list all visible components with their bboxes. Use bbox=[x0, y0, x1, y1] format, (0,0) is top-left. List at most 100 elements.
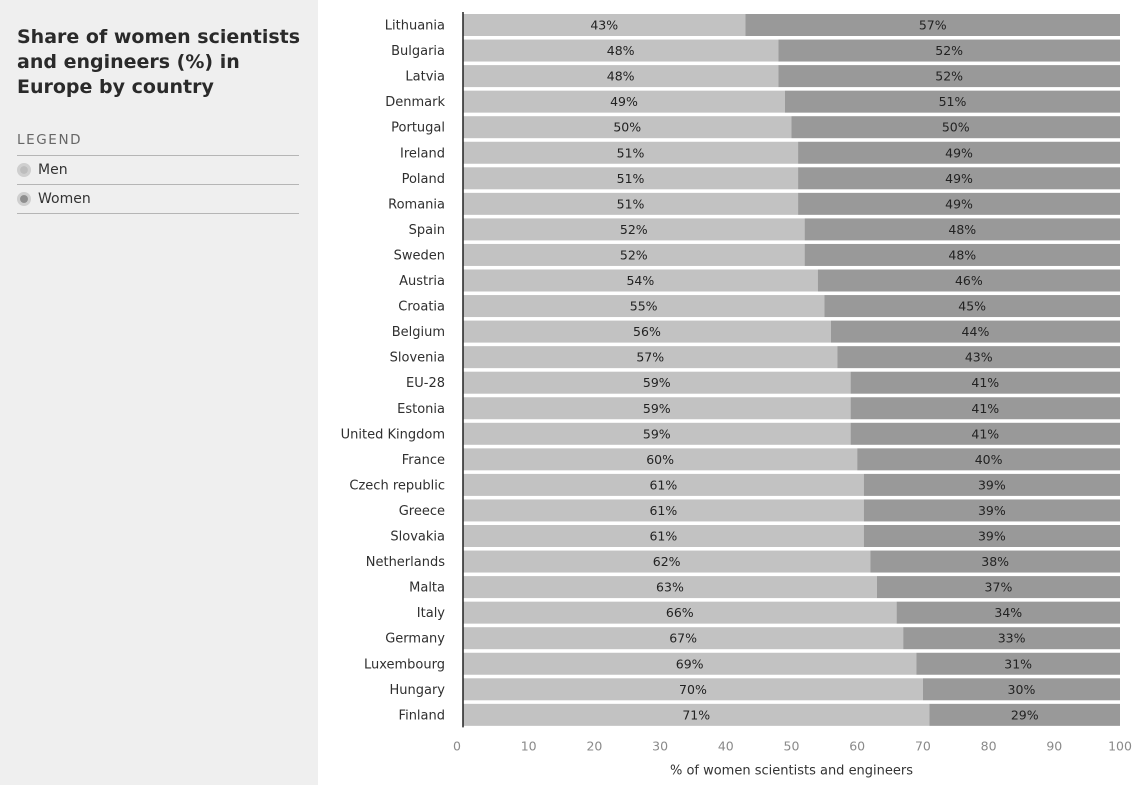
category-label-italy: Italy bbox=[417, 606, 446, 621]
data-label-women-ireland: 49% bbox=[945, 145, 973, 160]
data-label-women-lithuania: 57% bbox=[919, 18, 947, 33]
data-label-men-denmark: 49% bbox=[610, 94, 638, 109]
legend-item-women[interactable]: Women bbox=[17, 185, 299, 213]
bar-men-latvia bbox=[463, 65, 779, 88]
x-tick-label: 100 bbox=[1108, 738, 1132, 753]
category-label-malta: Malta bbox=[409, 581, 445, 596]
category-label-denmark: Denmark bbox=[385, 95, 445, 110]
data-label-women-bulgaria: 52% bbox=[935, 43, 963, 58]
bar-men-finland bbox=[463, 703, 930, 726]
x-tick-label: 10 bbox=[521, 738, 537, 753]
data-label-women-malta: 37% bbox=[985, 580, 1013, 595]
bar-women-spain bbox=[804, 218, 1120, 241]
category-label-greece: Greece bbox=[399, 504, 445, 519]
category-labels: Lithuania Bulgaria Latvia Denmark Portugal Ir… bbox=[341, 19, 446, 724]
data-label-men-belgium: 56% bbox=[633, 324, 661, 339]
bar-women-netherlands bbox=[870, 550, 1120, 573]
bar-men-ireland bbox=[463, 141, 799, 164]
category-label-spain: Spain bbox=[409, 223, 445, 238]
bar-women-lithuania bbox=[745, 14, 1120, 36]
radio-circle-icon bbox=[17, 192, 31, 206]
bar-women-slovenia bbox=[837, 346, 1120, 369]
bar-women-greece bbox=[863, 499, 1120, 522]
category-label-netherlands: Netherlands bbox=[366, 555, 445, 570]
legend-heading: LEGEND bbox=[17, 132, 83, 148]
bar-women-romania bbox=[798, 192, 1120, 215]
category-label-slovenia: Slovenia bbox=[390, 351, 445, 366]
bar-men-romania bbox=[463, 192, 799, 215]
data-label-women-poland: 49% bbox=[945, 171, 973, 186]
category-label-hungary: Hungary bbox=[389, 683, 445, 698]
bar-men-germany bbox=[463, 627, 904, 650]
bar-men-malta bbox=[463, 576, 877, 599]
bars-group: 43% 57% 48% 52% 48% 52% 49% 51% 50% 50% 51% 49% 51% 4… bbox=[463, 14, 1120, 726]
bar-chart: 43% 57% 48% 52% 48% 52% 49% 51% 50% 50% 51% 49% 51% 4… bbox=[341, 12, 1132, 778]
data-label-men-spain: 52% bbox=[620, 222, 648, 237]
bar-men-france bbox=[463, 448, 858, 471]
legend-divider bbox=[17, 184, 299, 185]
bar-men-united-kingdom bbox=[463, 422, 851, 445]
category-label-estonia: Estonia bbox=[397, 402, 445, 417]
data-label-women-luxembourg: 31% bbox=[1004, 656, 1032, 671]
data-label-women-spain: 48% bbox=[948, 222, 976, 237]
data-label-women-austria: 46% bbox=[955, 273, 983, 288]
data-label-men-portugal: 50% bbox=[613, 120, 641, 135]
sidebar-panel: Share of women scientists and engineers … bbox=[0, 0, 318, 785]
data-label-women-slovenia: 43% bbox=[965, 350, 993, 365]
data-label-women-belgium: 44% bbox=[962, 324, 990, 339]
category-label-bulgaria: Bulgaria bbox=[391, 44, 445, 59]
data-label-men-hungary: 70% bbox=[679, 682, 707, 697]
data-label-women-italy: 34% bbox=[994, 605, 1022, 620]
bar-men-slovakia bbox=[463, 525, 864, 547]
data-label-men-netherlands: 62% bbox=[653, 554, 681, 569]
data-label-women-slovakia: 39% bbox=[978, 529, 1006, 544]
bar-women-belgium bbox=[830, 320, 1120, 343]
bar-men-hungary bbox=[463, 678, 923, 701]
data-label-men-france: 60% bbox=[646, 452, 674, 467]
x-tick-label: 0 bbox=[453, 738, 461, 753]
category-label-austria: Austria bbox=[399, 274, 445, 289]
bar-women-hungary bbox=[922, 678, 1120, 701]
category-label-finland: Finland bbox=[399, 708, 445, 723]
data-label-women-portugal: 50% bbox=[942, 120, 970, 135]
data-label-women-czech-republic: 39% bbox=[978, 477, 1006, 492]
bar-men-netherlands bbox=[463, 550, 871, 573]
data-label-women-france: 40% bbox=[975, 452, 1003, 467]
data-label-women-romania: 49% bbox=[945, 196, 973, 211]
data-label-men-eu-28: 59% bbox=[643, 375, 671, 390]
bar-women-italy bbox=[896, 601, 1120, 624]
bar-women-finland bbox=[929, 703, 1120, 726]
data-label-men-latvia: 48% bbox=[607, 69, 635, 84]
data-label-women-denmark: 51% bbox=[939, 94, 967, 109]
bar-men-estonia bbox=[463, 397, 851, 420]
bar-women-germany bbox=[903, 627, 1120, 650]
data-label-women-hungary: 30% bbox=[1008, 682, 1036, 697]
data-label-men-finland: 71% bbox=[682, 707, 710, 722]
data-label-men-romania: 51% bbox=[617, 196, 645, 211]
bar-women-poland bbox=[798, 167, 1120, 190]
data-label-women-sweden: 48% bbox=[948, 247, 976, 262]
data-label-women-latvia: 52% bbox=[935, 69, 963, 84]
bar-men-slovenia bbox=[463, 346, 838, 369]
bar-men-luxembourg bbox=[463, 652, 917, 675]
legend-label: Men bbox=[38, 162, 68, 178]
category-label-ireland: Ireland bbox=[400, 146, 445, 161]
data-label-women-united-kingdom: 41% bbox=[971, 426, 999, 441]
x-tick-label: 50 bbox=[784, 738, 800, 753]
data-label-men-slovakia: 61% bbox=[649, 529, 677, 544]
category-label-romania: Romania bbox=[388, 197, 445, 212]
x-tick-label: 80 bbox=[981, 738, 997, 753]
category-label-latvia: Latvia bbox=[405, 70, 445, 85]
bar-women-france bbox=[857, 448, 1120, 471]
category-label-united-kingdom: United Kingdom bbox=[341, 427, 445, 442]
x-axis-ticks: 0 10 20 30 40 50 60 70 80 90 100 bbox=[453, 738, 1132, 753]
bar-men-czech-republic bbox=[463, 473, 864, 496]
bar-men-croatia bbox=[463, 295, 825, 318]
bar-women-croatia bbox=[824, 295, 1120, 318]
category-label-france: France bbox=[402, 453, 445, 468]
x-tick-label: 40 bbox=[718, 738, 734, 753]
bar-men-lithuania bbox=[463, 14, 746, 36]
legend-item-men[interactable]: Men bbox=[17, 156, 299, 184]
chart-title: Share of women scientists and engineers … bbox=[17, 26, 301, 98]
x-tick-label: 30 bbox=[652, 738, 668, 753]
